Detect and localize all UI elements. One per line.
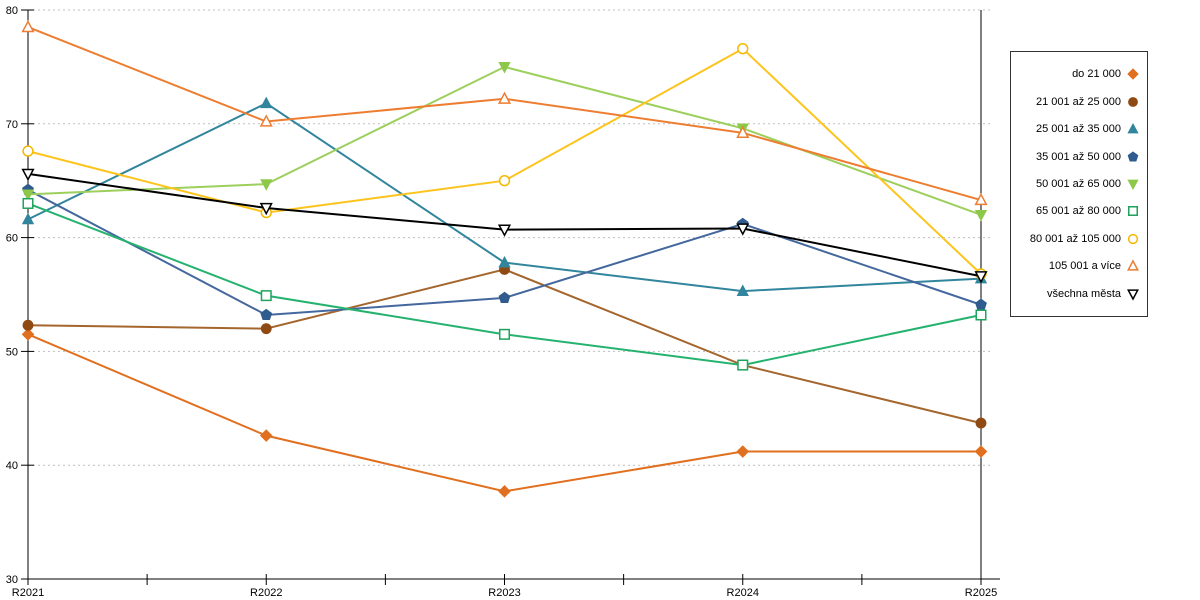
y-tick-label: 30 — [6, 574, 18, 586]
series-25001-35000 — [21, 96, 988, 296]
25001-35000-marker-icon — [498, 255, 511, 268]
50001-65000-marker-icon — [974, 209, 988, 222]
50001-65000-marker-icon — [260, 179, 273, 191]
do-21000-legend-marker-icon — [1127, 68, 1139, 81]
50001-65000-legend-marker-icon — [1127, 179, 1139, 191]
21001-25000-marker-icon — [260, 323, 272, 335]
21001-25000-legend-marker-icon — [1128, 96, 1138, 107]
35001-50000-marker-icon — [260, 308, 273, 321]
legend-item-35001-50000: 35 001 až 50 000 — [1011, 150, 1147, 164]
80001-105000-marker-icon — [498, 175, 511, 187]
legend-item-80001-105000: 80 001 až 105 000 — [1011, 232, 1147, 246]
legend-label: 50 001 až 65 000 — [1035, 177, 1121, 190]
series-65001-80000 — [22, 197, 987, 371]
legend-item-50001-65000: 50 001 až 65 000 — [1011, 177, 1147, 191]
vsechna-mesta-marker-icon — [974, 271, 988, 284]
21001-25000-marker-icon — [975, 417, 987, 429]
chart-legend: do 21 000 21 001 až 25 000 25 001 až 35 00… — [1010, 51, 1148, 317]
y-tick-label: 60 — [6, 233, 18, 245]
series-do-21000 — [21, 328, 988, 498]
105001-plus-marker-icon — [736, 125, 750, 139]
y-tick-label: 50 — [6, 346, 18, 358]
x-tick-label: R2022 — [250, 587, 282, 599]
25001-35000-legend-marker-icon — [1127, 123, 1139, 134]
series-line-do-21000 — [27, 333, 981, 493]
legend-label: 25 001 až 35 000 — [1035, 123, 1121, 136]
do-21000-marker-icon — [736, 445, 750, 458]
80001-105000-marker-icon — [737, 43, 749, 55]
do-21000-marker-icon — [498, 485, 511, 498]
65001-80000-marker-icon — [737, 359, 749, 371]
series-line-50001-65000 — [27, 65, 982, 216]
65001-80000-marker-icon — [975, 309, 987, 321]
65001-80000-marker-icon — [22, 197, 34, 209]
legend-item-105001-plus: 105 001 a více — [1011, 259, 1147, 273]
x-tick-label: R2023 — [488, 587, 520, 599]
x-tick-label: R2021 — [12, 587, 44, 599]
series-line-105001-plus — [27, 26, 982, 202]
80001-105000-marker-icon — [22, 145, 34, 157]
65001-80000-marker-icon — [498, 328, 511, 340]
legend-label: 105 001 a více — [1048, 260, 1121, 273]
x-tick-label: R2024 — [727, 587, 759, 599]
105001-plus-marker-icon — [259, 114, 273, 127]
y-tick-label: 80 — [6, 5, 18, 17]
legend-item-21001-25000: 21 001 až 25 000 — [1011, 95, 1147, 109]
25001-35000-marker-icon — [736, 284, 749, 296]
series-21001-25000 — [22, 264, 987, 429]
legend-item-do-21000: do 21 000 — [1011, 67, 1147, 81]
105001-plus-marker-icon — [497, 91, 512, 104]
105001-plus-marker-icon — [974, 192, 988, 206]
105001-plus-marker-icon — [21, 19, 35, 33]
legend-label: všechna města — [1047, 287, 1121, 300]
series-35001-50000 — [22, 183, 987, 321]
legend-label: do 21 000 — [1072, 68, 1121, 81]
80001-105000-legend-marker-icon — [1127, 233, 1139, 244]
vsechna-mesta-marker-icon — [259, 202, 273, 216]
vsechna-mesta-marker-icon — [21, 168, 35, 182]
65001-80000-marker-icon — [260, 290, 272, 302]
do-21000-marker-icon — [259, 429, 273, 442]
do-21000-marker-icon — [21, 328, 35, 341]
series-line-80001-105000 — [27, 47, 982, 275]
25001-35000-marker-icon — [21, 212, 35, 225]
series-50001-65000 — [21, 62, 988, 222]
vsechna-mesta-legend-marker-icon — [1126, 288, 1140, 301]
65001-80000-legend-marker-icon — [1128, 206, 1138, 217]
legend-item-65001-80000: 65 001 až 80 000 — [1011, 204, 1147, 218]
legend-label: 21 001 až 25 000 — [1035, 95, 1121, 108]
105001-plus-legend-marker-icon — [1126, 259, 1140, 271]
vsechna-mesta-marker-icon — [736, 223, 750, 236]
25001-35000-marker-icon — [260, 96, 273, 109]
series-105001-plus — [21, 19, 988, 206]
35001-50000-marker-icon — [498, 291, 511, 303]
50001-65000-marker-icon — [21, 189, 35, 202]
vsechna-mesta-marker-icon — [497, 224, 512, 237]
x-tick-label: R2025 — [965, 587, 997, 599]
35001-50000-marker-icon — [975, 298, 987, 310]
legend-label: 35 001 až 50 000 — [1035, 150, 1121, 163]
y-tick-label: 70 — [6, 119, 18, 131]
do-21000-marker-icon — [974, 445, 988, 458]
legend-item-vsechna-mesta: všechna města — [1011, 287, 1147, 301]
y-tick-label: 40 — [6, 460, 18, 472]
50001-65000-marker-icon — [498, 62, 511, 74]
21001-25000-marker-icon — [22, 319, 34, 331]
legend-label: 80 001 až 105 000 — [1029, 232, 1121, 245]
legend-item-25001-35000: 25 001 až 35 000 — [1011, 122, 1147, 136]
legend-label: 65 001 až 80 000 — [1035, 205, 1121, 218]
series-vsechna-mesta — [21, 168, 988, 284]
35001-50000-legend-marker-icon — [1127, 150, 1139, 162]
